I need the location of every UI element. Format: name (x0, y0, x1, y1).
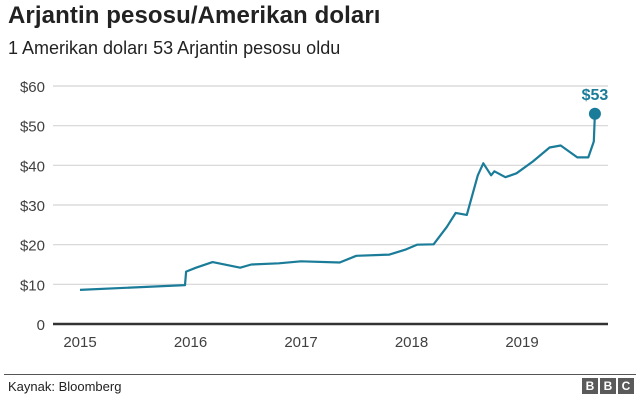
gridlines (53, 85, 608, 285)
bbc-logo: B B C (582, 378, 634, 394)
y-tick-label: $40 (20, 158, 45, 175)
y-axis-labels: 0 $10 $20 $30 $40 $50 $60 (20, 79, 45, 334)
y-tick-label: $30 (20, 198, 45, 215)
exchange-rate-line (79, 113, 596, 291)
line-chart: 0 $10 $20 $30 $40 $50 $60 2015 2016 2017 2018 2019… (20, 79, 609, 351)
x-tick-label: 2015 (63, 334, 96, 351)
bbc-logo-letter: B (600, 378, 616, 394)
footer-divider (4, 374, 636, 375)
bbc-logo-letter: C (618, 378, 634, 394)
source-note: Kaynak: Bloomberg (8, 379, 122, 394)
bbc-logo-letter: B (582, 378, 598, 394)
x-tick-label: 2016 (174, 334, 207, 351)
chart-subtitle: 1 Amerikan doları 53 Arjantin pesosu old… (8, 38, 341, 58)
y-tick-label: $10 (20, 277, 45, 294)
latest-value-label: $53 (582, 87, 609, 104)
chart-title: Arjantin pesosu/Amerikan doları (8, 2, 381, 29)
latest-value-marker (588, 107, 601, 120)
y-tick-label: $50 (20, 119, 45, 136)
x-axis-labels: 2015 2016 2017 2018 2019 (63, 334, 538, 351)
y-tick-label: 0 (37, 317, 45, 334)
x-tick-label: 2017 (284, 334, 317, 351)
x-tick-label: 2018 (395, 334, 428, 351)
x-tick-label: 2019 (505, 334, 538, 351)
y-tick-label: $60 (20, 79, 45, 96)
y-tick-label: $20 (20, 238, 45, 255)
